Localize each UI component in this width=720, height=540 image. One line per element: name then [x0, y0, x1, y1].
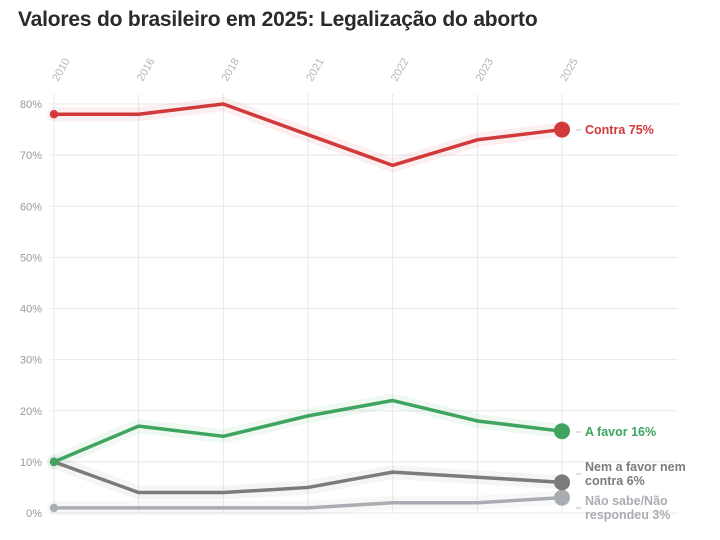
series-line-nem-a-favor-nem-contra: [52, 460, 564, 495]
series-line-a-favor: [52, 398, 564, 464]
y-tick-label: 40%: [20, 304, 42, 316]
y-tick-label: 70%: [20, 150, 42, 162]
y-tick-label: 10%: [20, 457, 42, 469]
series-end-label-a-favor: A favor 16%: [585, 425, 656, 439]
series-start-point-n-o-sabe-n-o-respondeu: [49, 503, 59, 513]
x-tick-label: 2021: [304, 56, 327, 83]
y-tick-label: 80%: [20, 99, 42, 111]
gridlines: [50, 94, 678, 514]
series-end-label-line: Contra 75%: [585, 123, 654, 137]
series-end-point-n-o-sabe-n-o-respondeu: [554, 489, 570, 506]
x-tick-label: 2018: [220, 56, 243, 83]
series-end-point-contra: [554, 121, 570, 138]
x-tick-label: 2016: [135, 56, 158, 83]
series-start-point-contra: [49, 110, 59, 119]
series-start-point-a-favor: [49, 457, 59, 467]
series-end-label-line: Não sabe/Não: [585, 494, 668, 508]
series-end-label-n-o-sabe-n-o-respondeu: Não sabe/Não respondeu 3%: [585, 494, 670, 522]
x-tick-label: 2010: [50, 56, 73, 83]
x-tick-label: 2025: [558, 56, 581, 83]
y-tick-label: 0%: [26, 508, 42, 520]
series-end-label-nem-a-favor-nem-contra: Nem a favor nem contra 6%: [585, 460, 686, 488]
y-tick-label: 20%: [20, 406, 42, 418]
series-end-label-line: Nem a favor nem: [585, 460, 686, 474]
series-line-n-o-sabe-n-o-respondeu: [52, 495, 564, 510]
series-end-label-contra: Contra 75%: [585, 123, 654, 137]
y-tick-label: 50%: [20, 252, 42, 264]
series-end-label-line: contra 6%: [585, 474, 645, 488]
series-end-label-line: respondeu 3%: [585, 508, 670, 522]
series-end-point-nem-a-favor-nem-contra: [554, 474, 570, 491]
x-tick-label: 2023: [474, 56, 497, 83]
series-end-label-line: A favor 16%: [585, 425, 656, 439]
series-line-contra: [52, 102, 564, 168]
x-tick-label: 2022: [389, 56, 412, 83]
chart-title: Valores do brasileiro em 2025: Legalizaç…: [18, 8, 538, 31]
series-end-point-a-favor: [554, 423, 570, 440]
y-tick-label: 60%: [20, 201, 42, 213]
y-tick-label: 30%: [20, 355, 42, 367]
